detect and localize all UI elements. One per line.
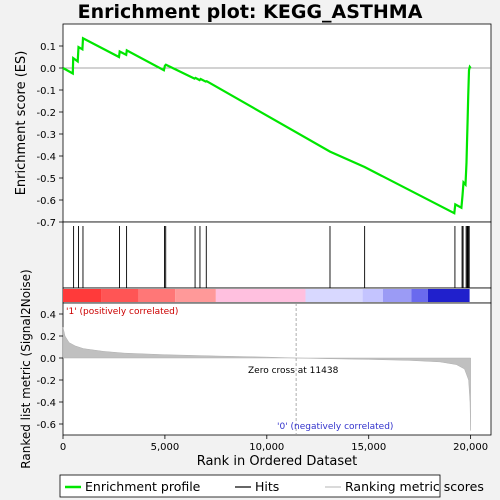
ranked-y-tick-label: -0.6 [36, 420, 56, 431]
rank-bar-segment [101, 289, 139, 302]
ranked-y-ticks: 0.4 0.2 0.0 -0.2 -0.4 -0.6 [36, 310, 63, 431]
es-y-axis-label: Enrichment score (ES) [14, 51, 29, 196]
ranked-panel-frame [62, 302, 492, 436]
ranked-y-tick-label: 0.2 [40, 332, 56, 343]
es-y-tick-label: 0.0 [40, 64, 56, 75]
es-y-tick-label: -0.6 [36, 196, 56, 207]
es-y-tick-label: -0.2 [36, 108, 56, 119]
es-y-tick-label: -0.3 [36, 130, 56, 141]
legend-label: Hits [255, 479, 279, 494]
es-y-tick-label: -0.7 [36, 218, 56, 229]
x-tick-label: 10,000 [249, 442, 284, 453]
rank-bar-segment [63, 289, 102, 302]
rank-bar-segment [175, 289, 216, 302]
x-tick-label: 5,000 [151, 442, 180, 453]
es-y-tick-label: 0.1 [40, 42, 56, 53]
chart-title: Enrichment plot: KEGG_ASTHMA [78, 1, 423, 23]
es-panel-frame [62, 23, 492, 223]
x-tick-label: 0 [60, 442, 66, 453]
rank-bar-segment [305, 289, 363, 302]
rank-bar-segment [215, 289, 306, 302]
es-y-tick-label: -0.5 [36, 174, 56, 185]
x-tick-label: 20,000 [453, 442, 488, 453]
hits-panel-frame [62, 221, 492, 289]
rank-bar-segment [411, 289, 428, 302]
rank-bar-segment [138, 289, 176, 302]
x-tick-label: 15,000 [351, 442, 386, 453]
legend-label: Enrichment profile [85, 479, 201, 494]
hits-markers [73, 226, 470, 288]
rank-bar-segment [382, 289, 412, 302]
ranked-y-tick-label: 0.0 [40, 354, 56, 365]
ranked-y-tick-label: -0.2 [36, 376, 56, 387]
legend-box [59, 474, 441, 498]
ranked-y-axis-label: Ranked list metric (Signal2Noise) [19, 269, 33, 468]
positive-label: '1' (positively correlated) [66, 307, 178, 317]
ranked-y-tick-label: 0.4 [40, 310, 56, 321]
legend-label: Ranking metric scores [345, 479, 484, 494]
es-y-ticks: 0.1 0.0 -0.1 -0.2 -0.3 -0.4 -0.5 -0.6 -0.7 [36, 42, 63, 229]
rank-bar-segment [362, 289, 383, 302]
zero-cross-label: Zero cross at 11438 [248, 366, 339, 376]
rank-color-bar [63, 289, 470, 302]
rank-bar-segment [427, 289, 470, 302]
ranked-y-tick-label: -0.4 [36, 398, 56, 409]
es-y-tick-label: -0.4 [36, 152, 56, 163]
negative-label: '0' (negatively correlated) [277, 422, 393, 432]
x-axis-label: Rank in Ordered Dataset [197, 454, 358, 469]
enrichment-profile-line [62, 36, 472, 215]
enrichment-profile-curve [62, 36, 472, 215]
es-y-tick-label: -0.1 [36, 86, 56, 97]
legend: Enrichment profile Hits Ranking metric sco… [65, 479, 484, 494]
x-ticks: 0 5,000 10,000 15,000 20,000 [60, 435, 488, 453]
